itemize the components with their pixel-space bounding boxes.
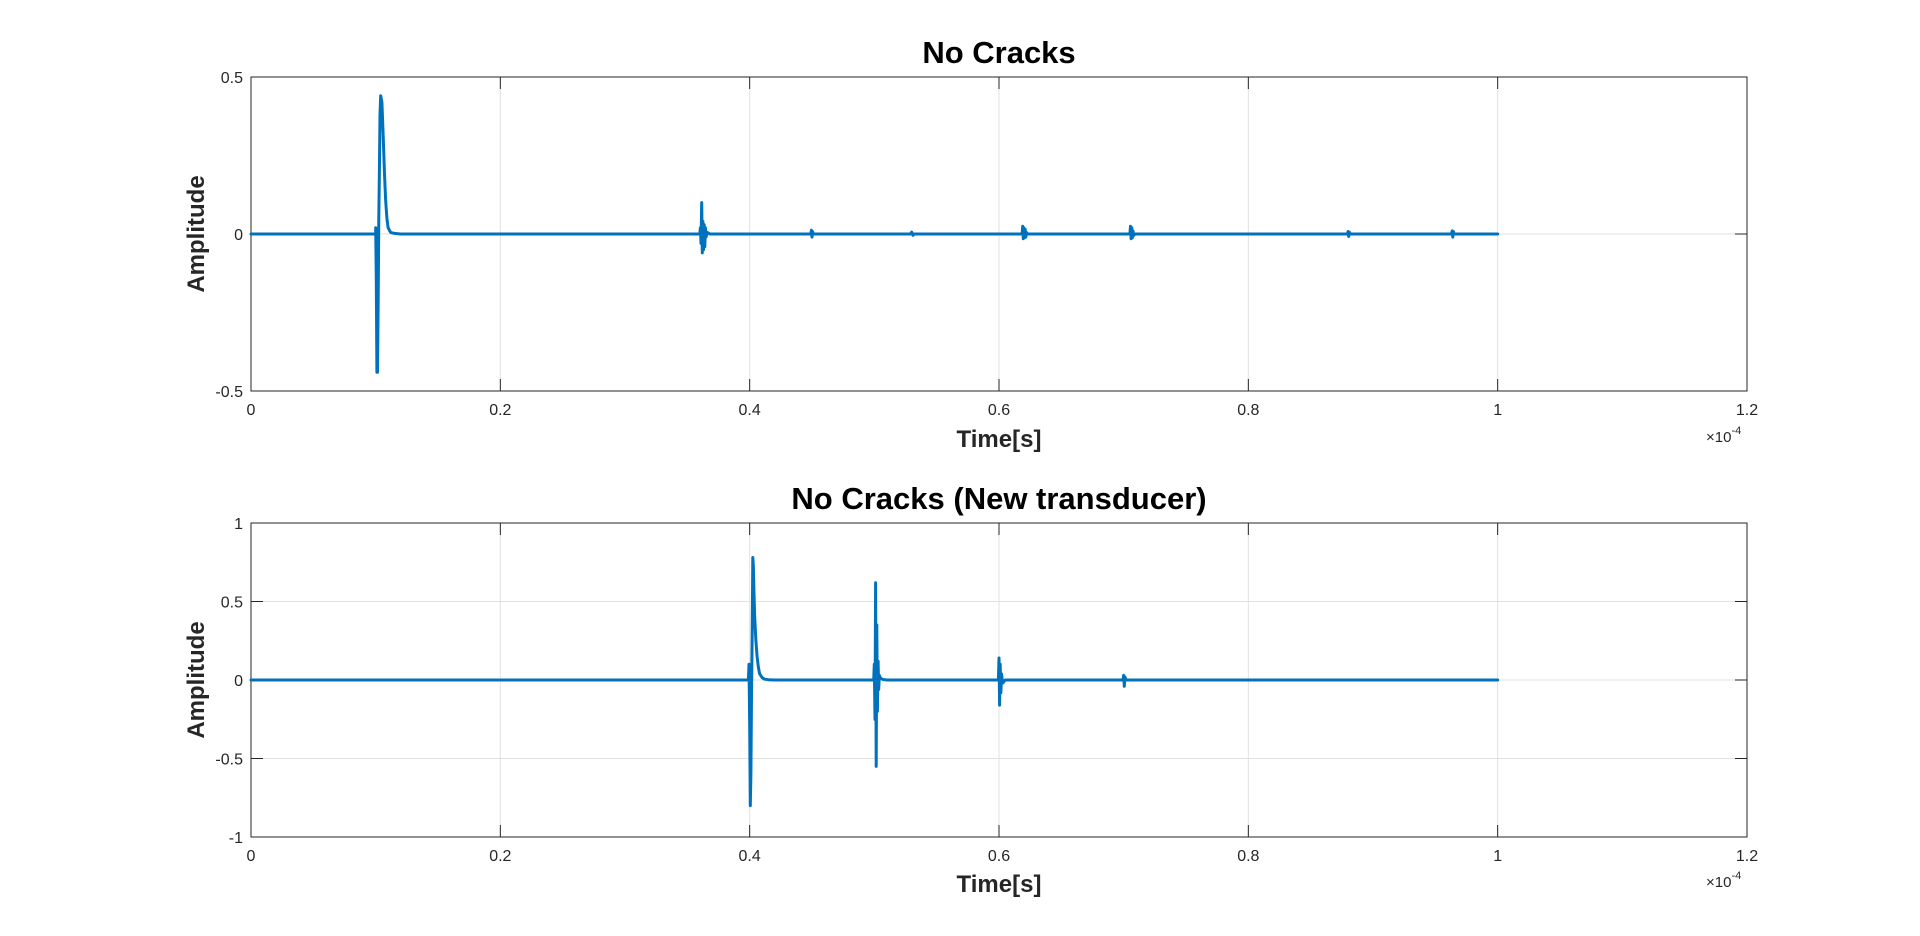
top-chart-panel: 0 0.2 0.4 0.6 0.8 1 1.2-0.500.5 No Cracks Time… <box>183 35 1758 453</box>
bottom-chart-x-axis-label: Time[s] <box>957 871 1042 898</box>
top-chart-x-exponent: ×10-4 <box>1706 425 1741 446</box>
top-chart-y-axis-label: Amplitude <box>183 175 210 292</box>
bottom-chart-x-exponent: ×10-4 <box>1706 870 1741 891</box>
top-chart-ticks: 0 0.2 0.4 0.6 0.8 1 1.2-0.500.5 <box>215 70 1758 419</box>
top-chart-signal-line <box>249 94 1500 374</box>
top-chart-x-tick-label: 0.8 <box>1237 402 1259 419</box>
bottom-chart-y-tick-label: -1 <box>229 830 243 847</box>
bottom-chart-x-exponent-base: ×10 <box>1706 874 1731 891</box>
top-chart-x-tick-label: 0.2 <box>489 402 511 419</box>
bottom-chart-x-tick-label: 0 <box>247 848 256 865</box>
top-chart-x-axis-label: Time[s] <box>957 426 1042 453</box>
bottom-chart-x-exponent-power: -4 <box>1731 870 1741 882</box>
bottom-chart-series <box>249 556 1500 808</box>
bottom-chart-ticks: 0 0.2 0.4 0.6 0.8 1 1.2 -1 -0.5 0 0.5 1 <box>215 516 1758 865</box>
bottom-chart-y-tick-label: 1 <box>234 516 243 533</box>
top-chart-x-tick-label: 0 <box>247 402 256 419</box>
bottom-chart-y-tick-label: -0.5 <box>215 752 243 769</box>
bottom-chart-title: No Cracks (New transducer) <box>791 481 1206 516</box>
bottom-chart-y-tick-label: 0.5 <box>221 595 243 612</box>
bottom-chart-x-tick-label: 0.8 <box>1237 848 1259 865</box>
top-chart-x-tick-label: 0.6 <box>988 402 1010 419</box>
bottom-chart-x-tick-label: 0.6 <box>988 848 1010 865</box>
bottom-chart-panel: 0 0.2 0.4 0.6 0.8 1 1.2 -1 -0.5 0 0.5 1 No Cracks (… <box>183 481 1758 898</box>
top-chart-x-tick-label: 1.2 <box>1736 402 1758 419</box>
top-chart-x-exponent-power: -4 <box>1731 425 1741 437</box>
bottom-chart-x-tick-label: 1 <box>1493 848 1502 865</box>
bottom-chart-y-tick-label: 0 <box>234 673 243 690</box>
top-chart-series <box>249 94 1500 374</box>
top-chart-x-tick-label: 1 <box>1493 402 1502 419</box>
top-chart-y-tick-label: -0.5 <box>215 384 243 401</box>
bottom-chart-x-tick-label: 0.4 <box>739 848 761 865</box>
top-chart-title: No Cracks <box>922 35 1075 70</box>
top-chart-y-tick-label: 0.5 <box>221 70 243 87</box>
bottom-chart-signal-line <box>249 556 1500 808</box>
top-chart-y-tick-label: 0 <box>234 227 243 244</box>
bottom-chart-y-axis-label: Amplitude <box>183 621 210 738</box>
bottom-chart-x-tick-label: 0.2 <box>489 848 511 865</box>
bottom-chart-x-tick-label: 1.2 <box>1736 848 1758 865</box>
top-chart-x-exponent-base: ×10 <box>1706 429 1731 446</box>
top-chart-x-tick-label: 0.4 <box>739 402 761 419</box>
